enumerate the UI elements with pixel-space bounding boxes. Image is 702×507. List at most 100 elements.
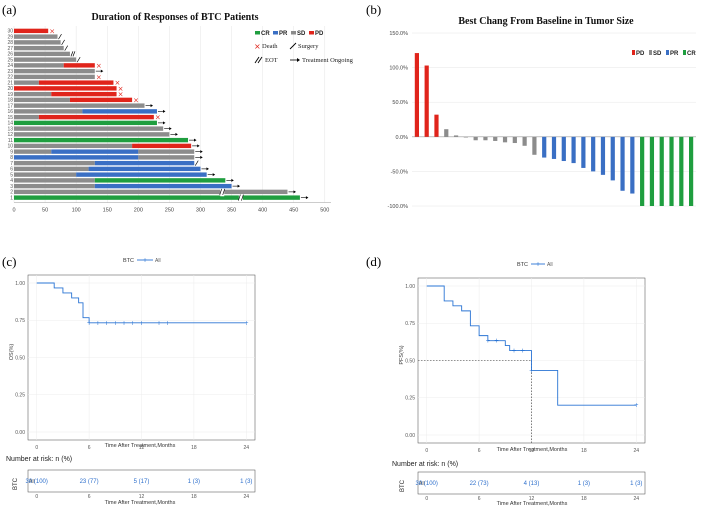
- patient-label-20: 20: [7, 86, 13, 92]
- chart-d-ytick-0: 0.00: [405, 433, 415, 439]
- chart-a-xtick-7: 350: [227, 208, 236, 214]
- waterfall-bar-14: [542, 136, 547, 158]
- chart-c-risk-border: [27, 469, 256, 493]
- death-marker-21: ×: [115, 79, 121, 87]
- patient-label-14: 14: [7, 121, 13, 127]
- patient-label-25: 25: [7, 57, 13, 63]
- surgery-marker-7: [194, 160, 199, 166]
- chart-d-xtick-4: 24: [633, 448, 639, 454]
- ongoing-arrowhead-17: [150, 104, 154, 108]
- bar-patient-22-seg-0: [14, 74, 95, 80]
- chart-c-strata-title: BTC: [123, 258, 134, 264]
- chart-a-xtick-6: 300: [196, 208, 205, 214]
- bar-patient-3-seg-0: [14, 183, 95, 189]
- legend-ongoing: Treatment Ongoing: [290, 57, 354, 64]
- chart-a-xtick-8: 400: [258, 208, 267, 214]
- chart-d-censor-mark-5: +: [634, 402, 639, 409]
- bar-patient-19-seg-0: [14, 91, 52, 97]
- ongoing-arrowhead-12: [175, 132, 178, 136]
- legend-death: × Death: [254, 42, 278, 51]
- chart-c-risk-value-3: 1 (3): [188, 479, 200, 485]
- chart-c-ytick-1: 0.25: [15, 393, 25, 399]
- legend-b-swatch-PD: [632, 50, 635, 55]
- chart-d-xlabel: Time After Treatment,Months: [497, 447, 568, 453]
- chart-d-ytick-2: 0.50: [405, 358, 415, 364]
- legend-death-label: Death: [262, 43, 278, 50]
- ongoing-arrowhead-icon: [297, 58, 300, 62]
- eot-marker-icon-a: [254, 56, 260, 64]
- bar-patient-16-seg-0: [14, 109, 83, 114]
- death-marker-18: ×: [133, 96, 139, 104]
- waterfall-bar-28: [679, 136, 684, 206]
- bar-patient-16-seg-1: [82, 109, 157, 114]
- chart-c-risk-value-2: 5 (17): [134, 479, 150, 485]
- surgery-marker-25: [76, 56, 81, 63]
- patient-label-16: 16: [7, 109, 13, 115]
- chart-c-plot: 0 6 12 18 240.000.250.500.751.00+ + + + + + + + + +: [15, 274, 256, 451]
- chart-a-xtick-10: 500: [320, 208, 329, 214]
- patient-label-18: 18: [7, 98, 13, 104]
- waterfall-bar-13: [532, 136, 537, 155]
- bar-patient-8-seg-0: [14, 155, 139, 160]
- death-marker-22: ×: [96, 73, 102, 81]
- chart-d-ytick-3: 0.75: [405, 321, 415, 327]
- chart-d-risk-value-3: 1 (3): [578, 481, 590, 487]
- legend-label-PD: PD: [315, 31, 324, 37]
- bar-patient-19-seg-1: [51, 91, 117, 97]
- chart-d-strata-legend: BTC + All: [517, 261, 553, 268]
- bar-patient-12-seg-0: [14, 132, 170, 137]
- chart-c-risk-xtick-4: 24: [243, 494, 249, 500]
- waterfall-bar-18: [581, 136, 586, 168]
- waterfall-bar-26: [659, 136, 664, 206]
- bar-patient-21-seg-0: [14, 80, 39, 85]
- chart-c-strata-legend: BTC + All: [123, 257, 161, 264]
- legend-surgery: Surgery: [289, 42, 319, 50]
- surgery-marker-icon: [289, 42, 297, 50]
- bar-patient-24-seg-0: [14, 63, 64, 68]
- chart-c-ytick-0: 0.00: [15, 430, 25, 436]
- chart-c-censor-mark-9: +: [244, 320, 249, 327]
- patient-label-28: 28: [7, 40, 13, 46]
- chart-a-title: Duration of Responses of BTC Patients: [92, 12, 259, 23]
- bar-patient-27-seg-0: [14, 45, 64, 51]
- chart-c-censor-mark-0: +: [87, 320, 92, 327]
- chart-d-risk-strata: All: [419, 481, 425, 487]
- patient-label-8: 8: [10, 155, 13, 161]
- ongoing-arrowhead-4: [231, 178, 234, 182]
- bar-patient-9-seg-0: [14, 149, 52, 154]
- patient-label-24: 24: [7, 63, 13, 69]
- chart-d-ytick-4: 1.00: [405, 284, 415, 290]
- chart-d-risk-value-1: 22 (73): [470, 481, 489, 487]
- chart-c-risk-title: Number at risk: n (%): [6, 456, 72, 463]
- legend-b-swatch-CR: [683, 50, 686, 55]
- legend-b-swatch-PR: [666, 50, 669, 55]
- chart-d-risk-xtick-0: 0: [425, 496, 428, 502]
- waterfall-bar-12: [522, 136, 527, 146]
- chart-c-xtick-1: 6: [88, 445, 91, 451]
- patient-label-10: 10: [7, 144, 13, 150]
- bar-patient-9-seg-1: [51, 149, 139, 154]
- chart-d-ylabel: PFS(%): [399, 345, 405, 364]
- patient-label-4: 4: [10, 178, 13, 184]
- chart-c-risk-xtick-0: 0: [35, 494, 38, 500]
- axis-break-mark-2-b: [222, 188, 226, 195]
- bar-patient-6-seg-1: [88, 166, 201, 172]
- chart-c-risk-value-0: 30 (100): [26, 479, 48, 485]
- chart-d-risk-xtick-2: 12: [529, 496, 535, 502]
- axis-break-gap-1: [238, 193, 243, 203]
- chart-d-ytick-1: 0.25: [405, 396, 415, 402]
- chart-d-censor-mark-3: +: [520, 348, 525, 355]
- ongoing-arrowhead-11: [194, 138, 197, 142]
- chart-a-gridlines: [13, 26, 331, 203]
- chart-a-xtick-9: 450: [289, 208, 298, 214]
- ongoing-arrowhead-2: [293, 190, 296, 194]
- chart-c-risk-xtick-2: 12: [139, 494, 145, 500]
- chart-c-risk-xlabel: Time After Treatment,Months: [105, 500, 176, 506]
- bar-patient-14-seg-0: [14, 120, 157, 126]
- patient-label-22: 22: [7, 75, 13, 81]
- bar-patient-29-seg-0: [14, 34, 58, 39]
- ongoing-arrowhead-9: [200, 150, 203, 154]
- chart-b-ytick-5: -100.0%: [388, 204, 409, 210]
- chart-c-censor-mark-5: +: [130, 320, 135, 327]
